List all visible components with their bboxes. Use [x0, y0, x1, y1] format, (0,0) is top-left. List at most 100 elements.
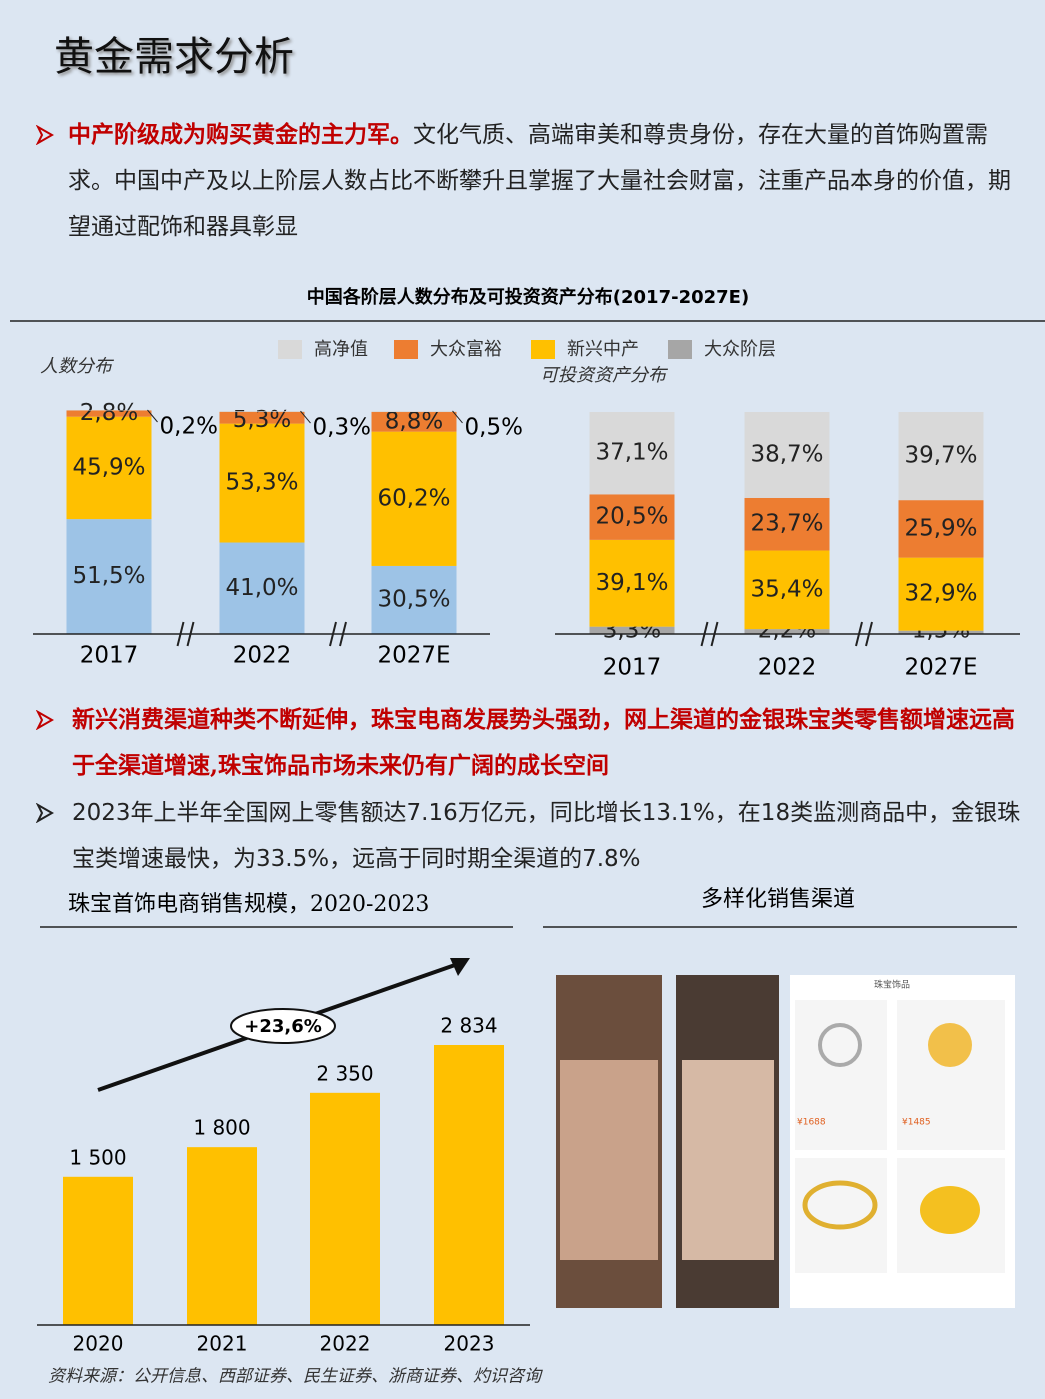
bullet-arrow [36, 803, 54, 823]
bar-segment [744, 550, 830, 630]
bar-segment [371, 565, 457, 634]
value-label: 39,7% [904, 443, 977, 469]
value-label: 5,3% [233, 407, 291, 433]
annotation: +23,6% [244, 1016, 322, 1037]
source: 资料来源：公开信息、西部证券、民生证券、浙商证券、灼识咨询 [48, 1367, 543, 1387]
value-label: 0,2% [160, 414, 218, 440]
bar-segment [589, 626, 675, 634]
legend-swatch [394, 340, 418, 359]
price: ¥1688 [797, 1118, 826, 1128]
bullet-lead: 中产阶级成为购买黄金的主力军。 [68, 121, 413, 148]
legend-label: 新兴中产 [567, 339, 639, 360]
bar [63, 1176, 133, 1325]
bar-segment [589, 412, 675, 495]
legend-swatch [278, 340, 302, 359]
bar-segment [66, 519, 152, 634]
bar-segment [66, 416, 152, 520]
value-label: 0,3% [313, 415, 371, 441]
bullet: 新兴消费渠道种类不断延伸，珠宝电商发展势头强劲，网上渠道的金银珠宝类零售额增速远… [72, 697, 1022, 789]
value-label: 25,9% [904, 515, 977, 541]
value-label: 1 800 [193, 1116, 250, 1140]
price: ¥1485 [902, 1118, 931, 1128]
bar-segment [898, 412, 984, 501]
bar-segment [219, 411, 305, 424]
axis-break [329, 621, 337, 647]
chart-title: 中国各阶层人数分布及可投资资产分布(2017-2027E) [307, 286, 749, 308]
axis-break [176, 621, 185, 647]
bullet-lead: 新兴消费渠道种类不断延伸，珠宝电商发展势头强劲，网上渠道的金银珠宝类零售额增速远… [72, 706, 1015, 779]
bar [187, 1147, 257, 1325]
bar-segment [371, 412, 457, 432]
value-label: 2,8% [80, 400, 138, 426]
annotation-bubble [230, 1008, 336, 1044]
arrow-head [450, 958, 470, 976]
leader-line [300, 410, 311, 424]
x-tick-label: 2021 [197, 1332, 248, 1356]
value-label: 45,9% [72, 454, 145, 480]
value-label: 23,7% [750, 511, 823, 537]
bar-segment [898, 500, 984, 558]
x-tick-label: 2027E [377, 643, 450, 669]
value-label: 41,0% [225, 575, 298, 601]
legend-swatch [668, 340, 692, 359]
bar-segment [371, 431, 457, 566]
value-label: 8,8% [385, 408, 443, 434]
x-tick-label: 2020 [73, 1332, 124, 1356]
bullet-text: 2023年上半年全国网上零售额达7.16万亿元，同比增长13.1%，在18类监测… [72, 800, 1021, 872]
value-label: 2 834 [440, 1014, 497, 1038]
x-tick-label: 2022 [320, 1332, 371, 1356]
x-tick-label: 2027E [904, 655, 977, 681]
page-title: 黄金需求分析 [54, 34, 294, 80]
axis-break [339, 621, 347, 647]
legend-label: 大众富裕 [430, 339, 502, 360]
bar-segment [589, 494, 675, 540]
axis-break [186, 621, 195, 647]
value-label: 30,5% [377, 586, 450, 612]
axis-break [710, 621, 719, 647]
legend-label: 高净值 [314, 339, 368, 360]
value-label: 32,9% [904, 581, 977, 607]
chart-title: 珠宝首饰电商销售规模，2020-2023 [68, 892, 429, 917]
bar-segment [898, 557, 984, 631]
bullet-text: 文化气质、高端审美和尊贵身份，存在大量的首饰购置需求。中国中产及以上阶层人数占比… [68, 122, 1011, 240]
shop-header: 珠宝饰品 [874, 979, 910, 991]
value-label: 35,4% [750, 576, 823, 602]
x-tick-label: 2023 [444, 1332, 495, 1356]
chart-subtitle: 可投资资产分布 [540, 365, 669, 386]
bar [310, 1092, 380, 1325]
x-tick-label: 2022 [758, 655, 817, 681]
bar-segment [219, 423, 305, 543]
axis-break [865, 621, 873, 647]
value-label: 20,5% [595, 504, 668, 530]
bar-segment [898, 630, 984, 634]
bullet-arrow [36, 125, 54, 145]
bullet-arrow [36, 710, 54, 730]
bar-segment [744, 629, 830, 634]
bullet: 中产阶级成为购买黄金的主力军。文化气质、高端审美和尊贵身份，存在大量的首饰购置需… [68, 112, 1018, 250]
bar-segment [219, 411, 305, 412]
value-label: 60,2% [377, 485, 450, 511]
bar-segment [66, 410, 152, 417]
value-label: 38,7% [750, 441, 823, 467]
chart-subtitle: 人数分布 [40, 356, 115, 377]
bar-segment [744, 412, 830, 498]
bullet: 2023年上半年全国网上零售额达7.16万亿元，同比增长13.1%，在18类监测… [72, 790, 1032, 882]
legend-label: 大众阶层 [704, 339, 776, 360]
leader-line [147, 409, 158, 423]
x-tick-label: 2017 [603, 655, 662, 681]
axis-break [700, 621, 709, 647]
value-label: 0,5% [465, 414, 523, 440]
value-label: 1 500 [69, 1145, 126, 1169]
bar-segment [371, 410, 457, 413]
leader-line [452, 410, 463, 424]
x-tick-label: 2022 [233, 643, 292, 669]
x-tick-label: 2017 [80, 643, 139, 669]
bar-segment [589, 539, 675, 627]
value-label: 51,5% [72, 563, 145, 589]
value-label: 53,3% [225, 470, 298, 496]
bar-segment [219, 542, 305, 634]
bar [434, 1045, 504, 1325]
value-label: 39,1% [595, 570, 668, 596]
